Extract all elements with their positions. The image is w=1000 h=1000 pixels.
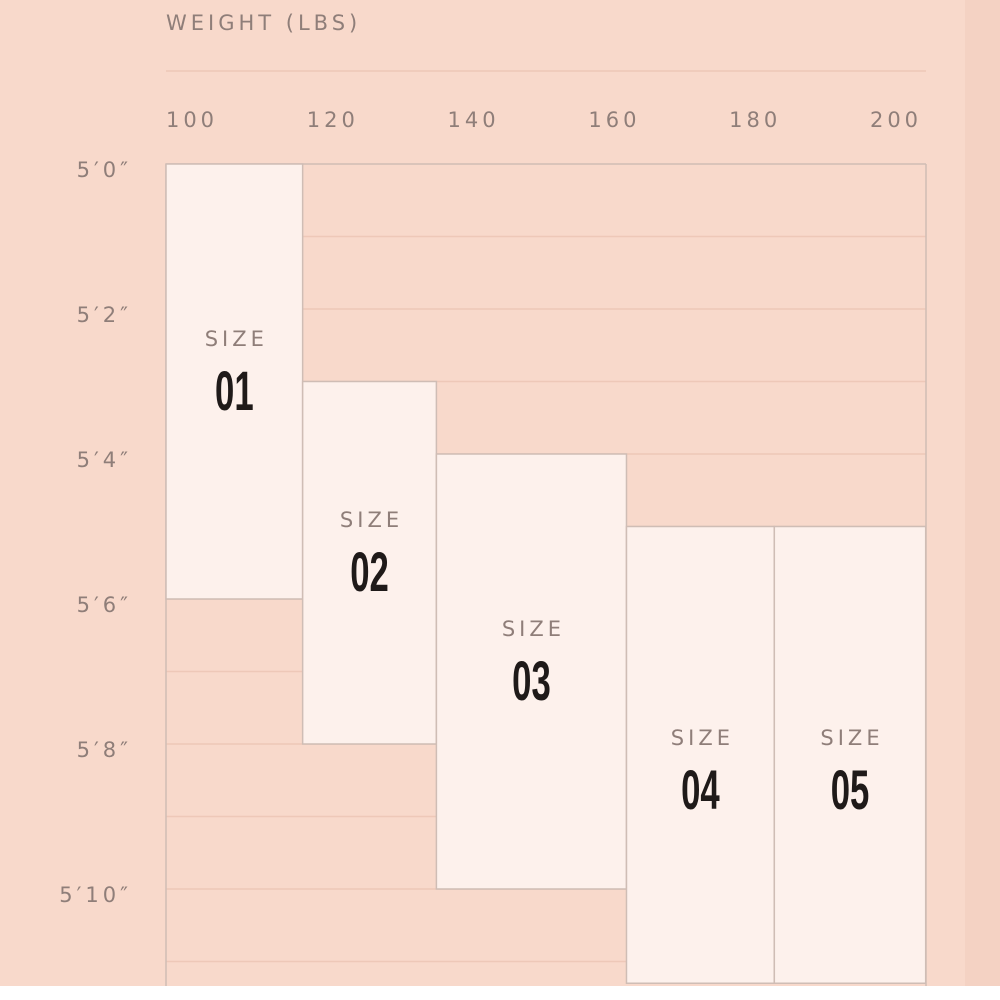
- size-box-04: SIZE 04: [625, 525, 776, 984]
- size-number: 01: [215, 360, 254, 423]
- x-axis-label: WEIGHT (LBS): [166, 11, 361, 35]
- size-rect: [625, 525, 776, 984]
- size-number-group: 02: [350, 541, 389, 604]
- size-number-group: 01: [215, 360, 254, 423]
- size-rect: [301, 380, 438, 745]
- size-rect: [165, 163, 304, 600]
- x-tick-label: 200: [870, 108, 922, 132]
- size-box-02: SIZE 02: [301, 380, 438, 745]
- size-box-01: SIZE 01: [165, 163, 304, 600]
- x-tick-label: 120: [307, 108, 359, 132]
- x-tick-label: 140: [448, 108, 500, 132]
- y-tick-label: 5′0″: [77, 158, 132, 182]
- y-tick-label: 5′8″: [77, 738, 132, 762]
- size-label: SIZE: [671, 726, 734, 750]
- size-box-05: SIZE 05: [773, 525, 927, 984]
- size-number-group: 03: [512, 650, 551, 713]
- y-tick-label: 5′10″: [59, 883, 132, 907]
- size-number: 05: [831, 759, 870, 822]
- x-tick-label: 100: [166, 108, 218, 132]
- size-number: 03: [512, 650, 551, 713]
- size-number: 04: [681, 759, 720, 822]
- size-label: SIZE: [820, 726, 883, 750]
- size-label: SIZE: [502, 617, 565, 641]
- y-tick-label: 5′2″: [77, 303, 132, 327]
- size-number-group: 05: [831, 759, 870, 822]
- size-box-03: SIZE 03: [435, 453, 628, 890]
- size-label: SIZE: [205, 327, 268, 351]
- size-rect: [435, 453, 628, 890]
- right-edge-shade: [965, 0, 1000, 986]
- size-rect: [773, 525, 927, 984]
- y-tick-label: 5′4″: [77, 448, 132, 472]
- size-number: 02: [350, 541, 389, 604]
- x-tick-label: 180: [729, 108, 781, 132]
- size-label: SIZE: [340, 508, 403, 532]
- x-tick-label: 160: [588, 108, 640, 132]
- y-tick-label: 5′6″: [77, 593, 132, 617]
- size-number-group: 04: [681, 759, 720, 822]
